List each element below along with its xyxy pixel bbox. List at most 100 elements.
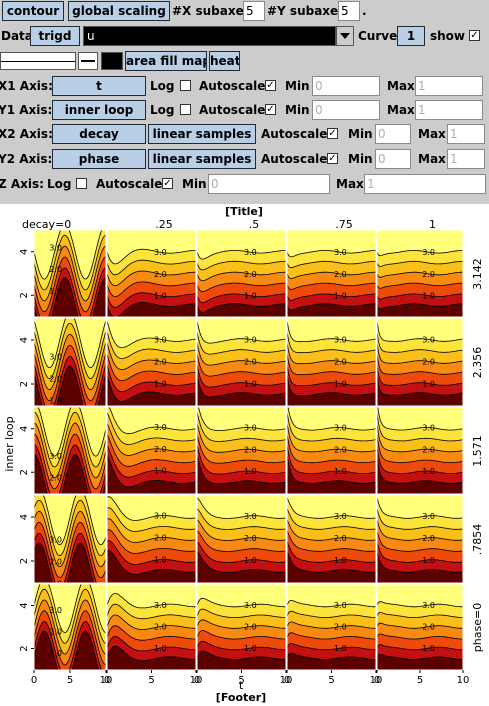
y-tick-label: 2 — [19, 558, 30, 564]
y2-variable-button[interactable]: phase — [52, 149, 146, 169]
contour-line — [287, 621, 376, 629]
contour-line — [377, 320, 463, 342]
global-scaling-button[interactable]: global scaling — [68, 1, 170, 21]
y-tick-label: 4 — [19, 337, 30, 343]
z-autoscale-checkbox[interactable]: ✓ — [162, 178, 173, 189]
contour-value-label: 2.0 — [154, 623, 167, 632]
contour-line — [197, 342, 286, 366]
z-max-field[interactable]: 1 — [364, 174, 486, 194]
contour-line — [107, 645, 196, 661]
y1-max-field[interactable]: 1 — [415, 100, 483, 120]
contour-line — [197, 630, 286, 640]
x1-min-field[interactable]: 0 — [312, 76, 380, 96]
panel-border — [106, 494, 197, 584]
contour-value-label: 3.0 — [49, 352, 62, 361]
y2-sampling-button[interactable]: linear samples — [148, 149, 256, 169]
y-tick-label: 2 — [19, 469, 30, 475]
contour-line — [107, 518, 196, 543]
x-tick-label: 10 — [100, 675, 113, 686]
contour-line — [287, 353, 376, 376]
x1-autoscale-checkbox[interactable]: ✓ — [265, 80, 276, 91]
x2-min-field[interactable]: 0 — [375, 124, 411, 144]
contour-line — [197, 530, 286, 552]
x-tick-label: 10 — [370, 675, 383, 686]
x2-autoscale-checkbox[interactable]: ✓ — [327, 128, 338, 139]
y1-variable-button[interactable]: inner loop — [52, 100, 146, 120]
contour-value-label: 2.0 — [244, 623, 257, 632]
contour-value-label: 3.0 — [244, 335, 257, 344]
contour-line — [377, 293, 463, 300]
x1-max-field[interactable]: 1 — [415, 76, 483, 96]
contour-line — [287, 374, 376, 396]
contour-line — [377, 282, 463, 289]
contour-value-label: 1.0 — [154, 467, 167, 476]
contour-value-label: 3.0 — [154, 423, 167, 432]
contour-panel: 1.0 2.0 3.0 — [286, 229, 377, 318]
x1-axis-label: X1 Axis: — [0, 79, 53, 93]
x1-variable-button[interactable]: t — [52, 76, 146, 96]
contour-line — [377, 364, 463, 386]
x-tick-label: 10 — [457, 675, 470, 686]
y2-autoscale-checkbox[interactable]: ✓ — [327, 153, 338, 164]
y1-log-checkbox[interactable] — [180, 104, 191, 115]
line-width-swatch[interactable] — [78, 52, 98, 70]
y-tick-label: 2 — [19, 645, 30, 651]
contour-line — [197, 444, 286, 475]
curve-button[interactable]: 1 — [397, 26, 425, 46]
contour-line — [107, 364, 196, 393]
x2-sampling-button[interactable]: linear samples — [148, 124, 256, 144]
contour-panel: 1.0 2.0 3.0 — [376, 229, 464, 318]
contour-line — [107, 342, 196, 371]
z-log-checkbox[interactable] — [76, 178, 87, 189]
y2-axis-label: Y2 Axis: — [0, 152, 53, 166]
contour-line — [197, 320, 286, 344]
x1-max-label: Max — [387, 79, 415, 93]
color-swatch[interactable] — [101, 52, 123, 70]
contour-line — [37, 407, 106, 457]
contour-value-label: 3.0 — [154, 248, 167, 257]
data-field[interactable]: u — [83, 26, 336, 46]
contour-button[interactable]: contour — [2, 1, 64, 21]
y-subaxes-field[interactable]: 5 — [338, 1, 360, 21]
contour-line — [377, 374, 463, 396]
contour-panel: 1.0 2.0 3.0 — [33, 229, 107, 318]
line-sample — [1, 61, 75, 62]
x2-axis-label: X2 Axis: — [0, 127, 53, 141]
contour-panel: 1.0 2.0 3.0 — [376, 406, 464, 495]
data-dropdown-button[interactable] — [336, 26, 354, 46]
heat-colormap-button[interactable]: heat — [209, 51, 240, 71]
contour-line — [197, 374, 286, 398]
y2-max-field[interactable]: 1 — [447, 149, 485, 169]
x2-max-field[interactable]: 1 — [447, 124, 485, 144]
fill-region — [377, 654, 463, 670]
contour-value-label: 1.0 — [334, 556, 347, 565]
y1-min-field[interactable]: 0 — [312, 100, 380, 120]
y1-autoscale-checkbox[interactable]: ✓ — [265, 104, 276, 115]
z-axis-label: Z Axis: — [0, 177, 44, 191]
area-fill-map-button[interactable]: area fill map — [125, 51, 207, 71]
x1-log-checkbox[interactable] — [180, 80, 191, 91]
contour-line — [34, 588, 106, 644]
contour-value-label: 1.0 — [49, 287, 62, 296]
y2-min-field[interactable]: 0 — [375, 149, 411, 169]
show-checkbox[interactable]: ✓ — [469, 30, 480, 41]
column-label: .25 — [155, 218, 173, 231]
contour-line — [108, 407, 196, 435]
contour-line — [377, 519, 463, 541]
contour-panel: 1.0 2.0 3.0 — [106, 494, 197, 584]
contour-value-label: 3.0 — [244, 424, 257, 433]
data-source-button[interactable]: trigd — [30, 26, 80, 46]
contour-line — [377, 331, 463, 353]
contour-line — [34, 630, 100, 670]
x2-variable-button[interactable]: decay — [52, 124, 146, 144]
contour-line — [377, 454, 463, 484]
line-style-swatch[interactable] — [0, 52, 76, 70]
z-min-field[interactable]: 0 — [208, 174, 330, 194]
fill-region — [107, 444, 196, 494]
panel-border — [106, 229, 197, 318]
contour-panel: 1.0 2.0 3.0 — [106, 406, 197, 495]
contour-line — [34, 422, 106, 479]
contour-line — [197, 364, 286, 388]
contour-value-label: 3.0 — [334, 601, 347, 610]
x-subaxes-field[interactable]: 5 — [243, 1, 265, 21]
